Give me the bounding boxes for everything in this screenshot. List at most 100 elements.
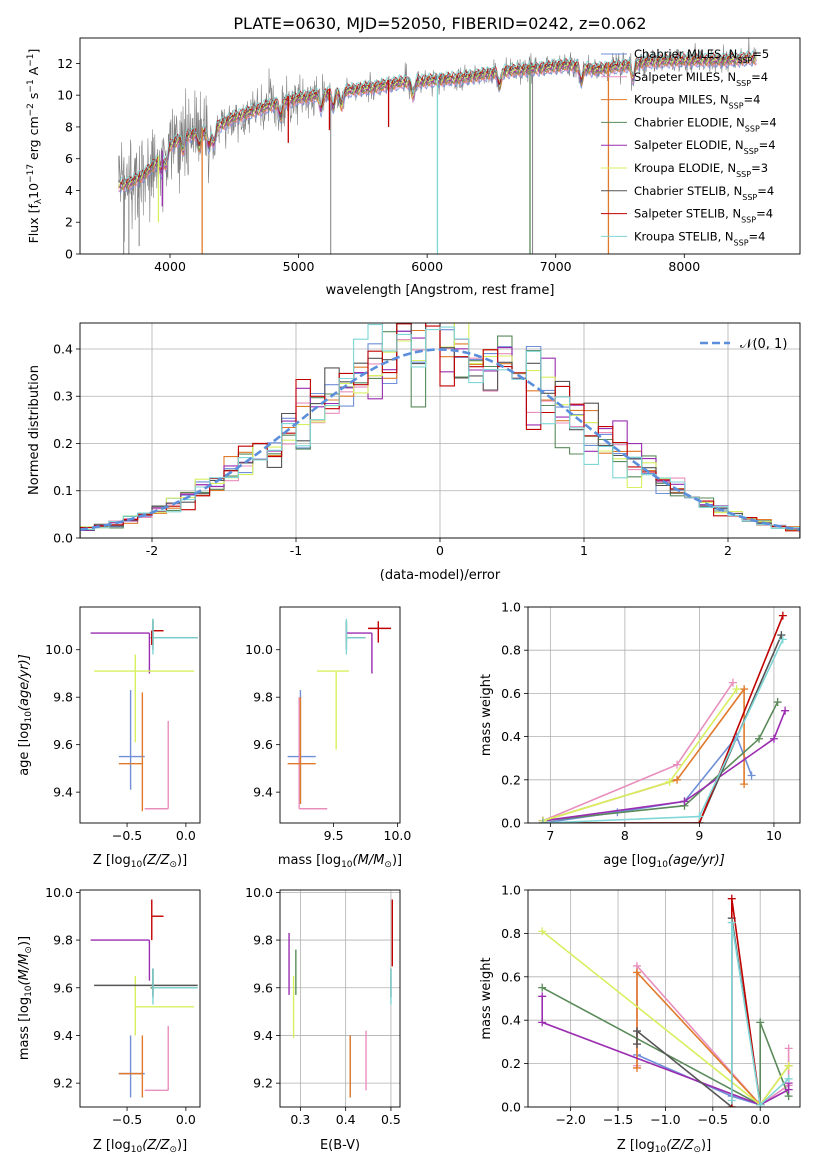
residuals-axes: -2 -1 0 1 2 0.0 0.1 0.2 0.3 0.4 𝒩(0, 1) (data-model… [27, 322, 801, 583]
weight-point-marker [778, 635, 787, 644]
y-tick-label: 10.0 [45, 642, 73, 657]
weight-point-marker [727, 918, 736, 927]
y-tick-label: 10.0 [245, 642, 273, 657]
weight-point-marker [756, 1018, 765, 1027]
xlabel-part: 10 [341, 860, 353, 870]
legend-entry: Kroupa ELODIE, NSSP=3 [634, 161, 768, 179]
y-tick-label: 9.8 [53, 933, 73, 948]
y-tick-label: 10 [57, 88, 73, 103]
legend-suffix: =4 [760, 115, 777, 129]
xlabel-part: Z [log [93, 1138, 131, 1153]
ylabel-part: ⊙ [24, 946, 34, 954]
weight-point-marker [784, 1044, 793, 1053]
weight-point-marker [784, 1061, 793, 1070]
weight-point-marker [773, 698, 782, 707]
legend-suffix: =3 [751, 161, 768, 175]
xlabel-part: Z [log [617, 1138, 655, 1153]
y-tick-label: 0.8 [501, 643, 521, 658]
y-tick-label: 2 [65, 215, 73, 230]
y-tick-label: 0.4 [501, 729, 521, 744]
legend-sub: SSP [737, 56, 752, 65]
y-tick-label: 12 [57, 56, 73, 71]
spectrum-axes: 4000 5000 6000 7000 8000 0 2 4 6 8 10 12 Chabrier MI… [26, 37, 801, 298]
histogram-step [80, 324, 800, 538]
y-axis-label: mass weight [479, 674, 494, 756]
age_vs_Z-axes: −0.5 0.09.49.69.810.0Z [log10(Z/Z⊙)]age [… [17, 606, 201, 870]
xlabel-part: mass [log [278, 853, 341, 868]
y-tick-label: 9.6 [253, 980, 273, 995]
age_vs_Z-marks [90, 618, 198, 812]
mass_weight_vs_Z-frame [527, 889, 801, 1108]
weight-point-marker [538, 1018, 547, 1027]
y-tick-label: 4 [65, 183, 73, 198]
residuals-frame-group: -2 -1 0 1 2 0.0 0.1 0.2 0.3 0.4 [53, 322, 801, 558]
x-tick-label: 2 [724, 543, 732, 558]
weight-point-marker [777, 631, 786, 640]
y-tick-label: 0 [65, 247, 73, 262]
x-tick-label: 0.0 [176, 828, 196, 843]
legend-entry: Salpeter MILES, NSSP=4 [634, 70, 768, 88]
weight-point-marker [673, 760, 682, 769]
xlabel-part: )] [392, 853, 402, 868]
x-tick-label: −2.0 [555, 1112, 585, 1127]
x-tick-label: −1.5 [603, 1112, 633, 1127]
weight-series-line [542, 639, 784, 823]
ylabel-part: (age/yr)] [17, 654, 32, 711]
age_vs_Z-frame-group: −0.5 0.0 9.4 9.6 9.8 10.0 [45, 606, 201, 843]
mass_vs_Z-axes: −0.5 0.09.29.49.69.810.0Z [log10(Z/Z⊙)]ma… [17, 885, 201, 1155]
y-tick-label: 9.2 [53, 1076, 73, 1091]
y-tick-label: 8 [65, 119, 73, 134]
mass_weight_vs_age-marks [538, 611, 790, 823]
legend-text: Kroupa ELODIE, N [634, 161, 736, 175]
mass_weight_vs_Z-marks [538, 894, 793, 1107]
weight-series-line [730, 922, 790, 1107]
y-tick-label: 0.6 [501, 969, 521, 984]
legend-sub: SSP [736, 170, 751, 179]
xlabel-part: ⊙ [169, 860, 177, 870]
x-tick-label: −0.5 [698, 1112, 728, 1127]
legend-entry: Chabrier STELIB, NSSP=4 [634, 184, 774, 202]
xlabel-part: (M/M [353, 853, 385, 868]
ylabel-part: Flux [f [26, 204, 41, 244]
weight-point-marker [781, 706, 790, 715]
age_vs_Z-frame [79, 606, 201, 824]
age_vs_mass-marks [287, 618, 392, 810]
weight-series-line [542, 710, 786, 822]
weight-point-marker [755, 734, 764, 743]
figure-title: PLATE=0630, MJD=52050, FIBERID=0242, z=0… [233, 14, 646, 33]
x-tick-label: 5000 [283, 259, 315, 274]
legend-sub: SSP [744, 147, 759, 156]
legend-suffix: =4 [756, 207, 773, 221]
legend-text: Chabrier STELIB, N [634, 184, 742, 198]
x-tick-label: 9.5 [324, 828, 344, 843]
x-tick-label: 6000 [411, 259, 443, 274]
y-tick-label: 10.0 [245, 885, 273, 900]
weight-series-line [542, 615, 784, 823]
mass_weight_vs_Z-axes: −2.0 −1.5 −1.0 −0.5 0.0 0.0 0.2 0.4 0.6 0.8 1.0 mas… [479, 883, 801, 1155]
ylabel-part: mass [log [17, 997, 32, 1060]
weight-point-marker [632, 968, 641, 977]
ylabel-part: 10 [24, 711, 34, 723]
x-tick-label: 0.3 [290, 1112, 310, 1127]
xlabel-part: (Z/Z [142, 1138, 170, 1153]
legend-suffix: =4 [757, 184, 774, 198]
y-tick-label: 0.2 [501, 772, 521, 787]
weight-point-marker [695, 812, 704, 821]
y-axis-label: Flux [fλ10−17 erg cm−2 s−1 A−1] [26, 49, 44, 244]
ylabel-part: λ [34, 198, 44, 204]
legend-entry: Kroupa MILES, NSSP=4 [634, 93, 760, 111]
x-tick-label: 10 [766, 828, 782, 843]
ylabel-part: −2 [26, 103, 36, 116]
legend-text: Salpeter ELODIE, N [634, 138, 744, 152]
age_vs_mass-frame [279, 606, 401, 824]
x-tick-label: 0.5 [381, 1112, 401, 1127]
legend-sub: SSP [741, 215, 756, 224]
x-tick-label: 9 [695, 828, 703, 843]
xlabel-part: )] [177, 1138, 187, 1153]
legend-sub: SSP [745, 124, 760, 133]
y-tick-label: 0.2 [501, 1056, 521, 1071]
y-tick-label: 9.6 [53, 980, 73, 995]
